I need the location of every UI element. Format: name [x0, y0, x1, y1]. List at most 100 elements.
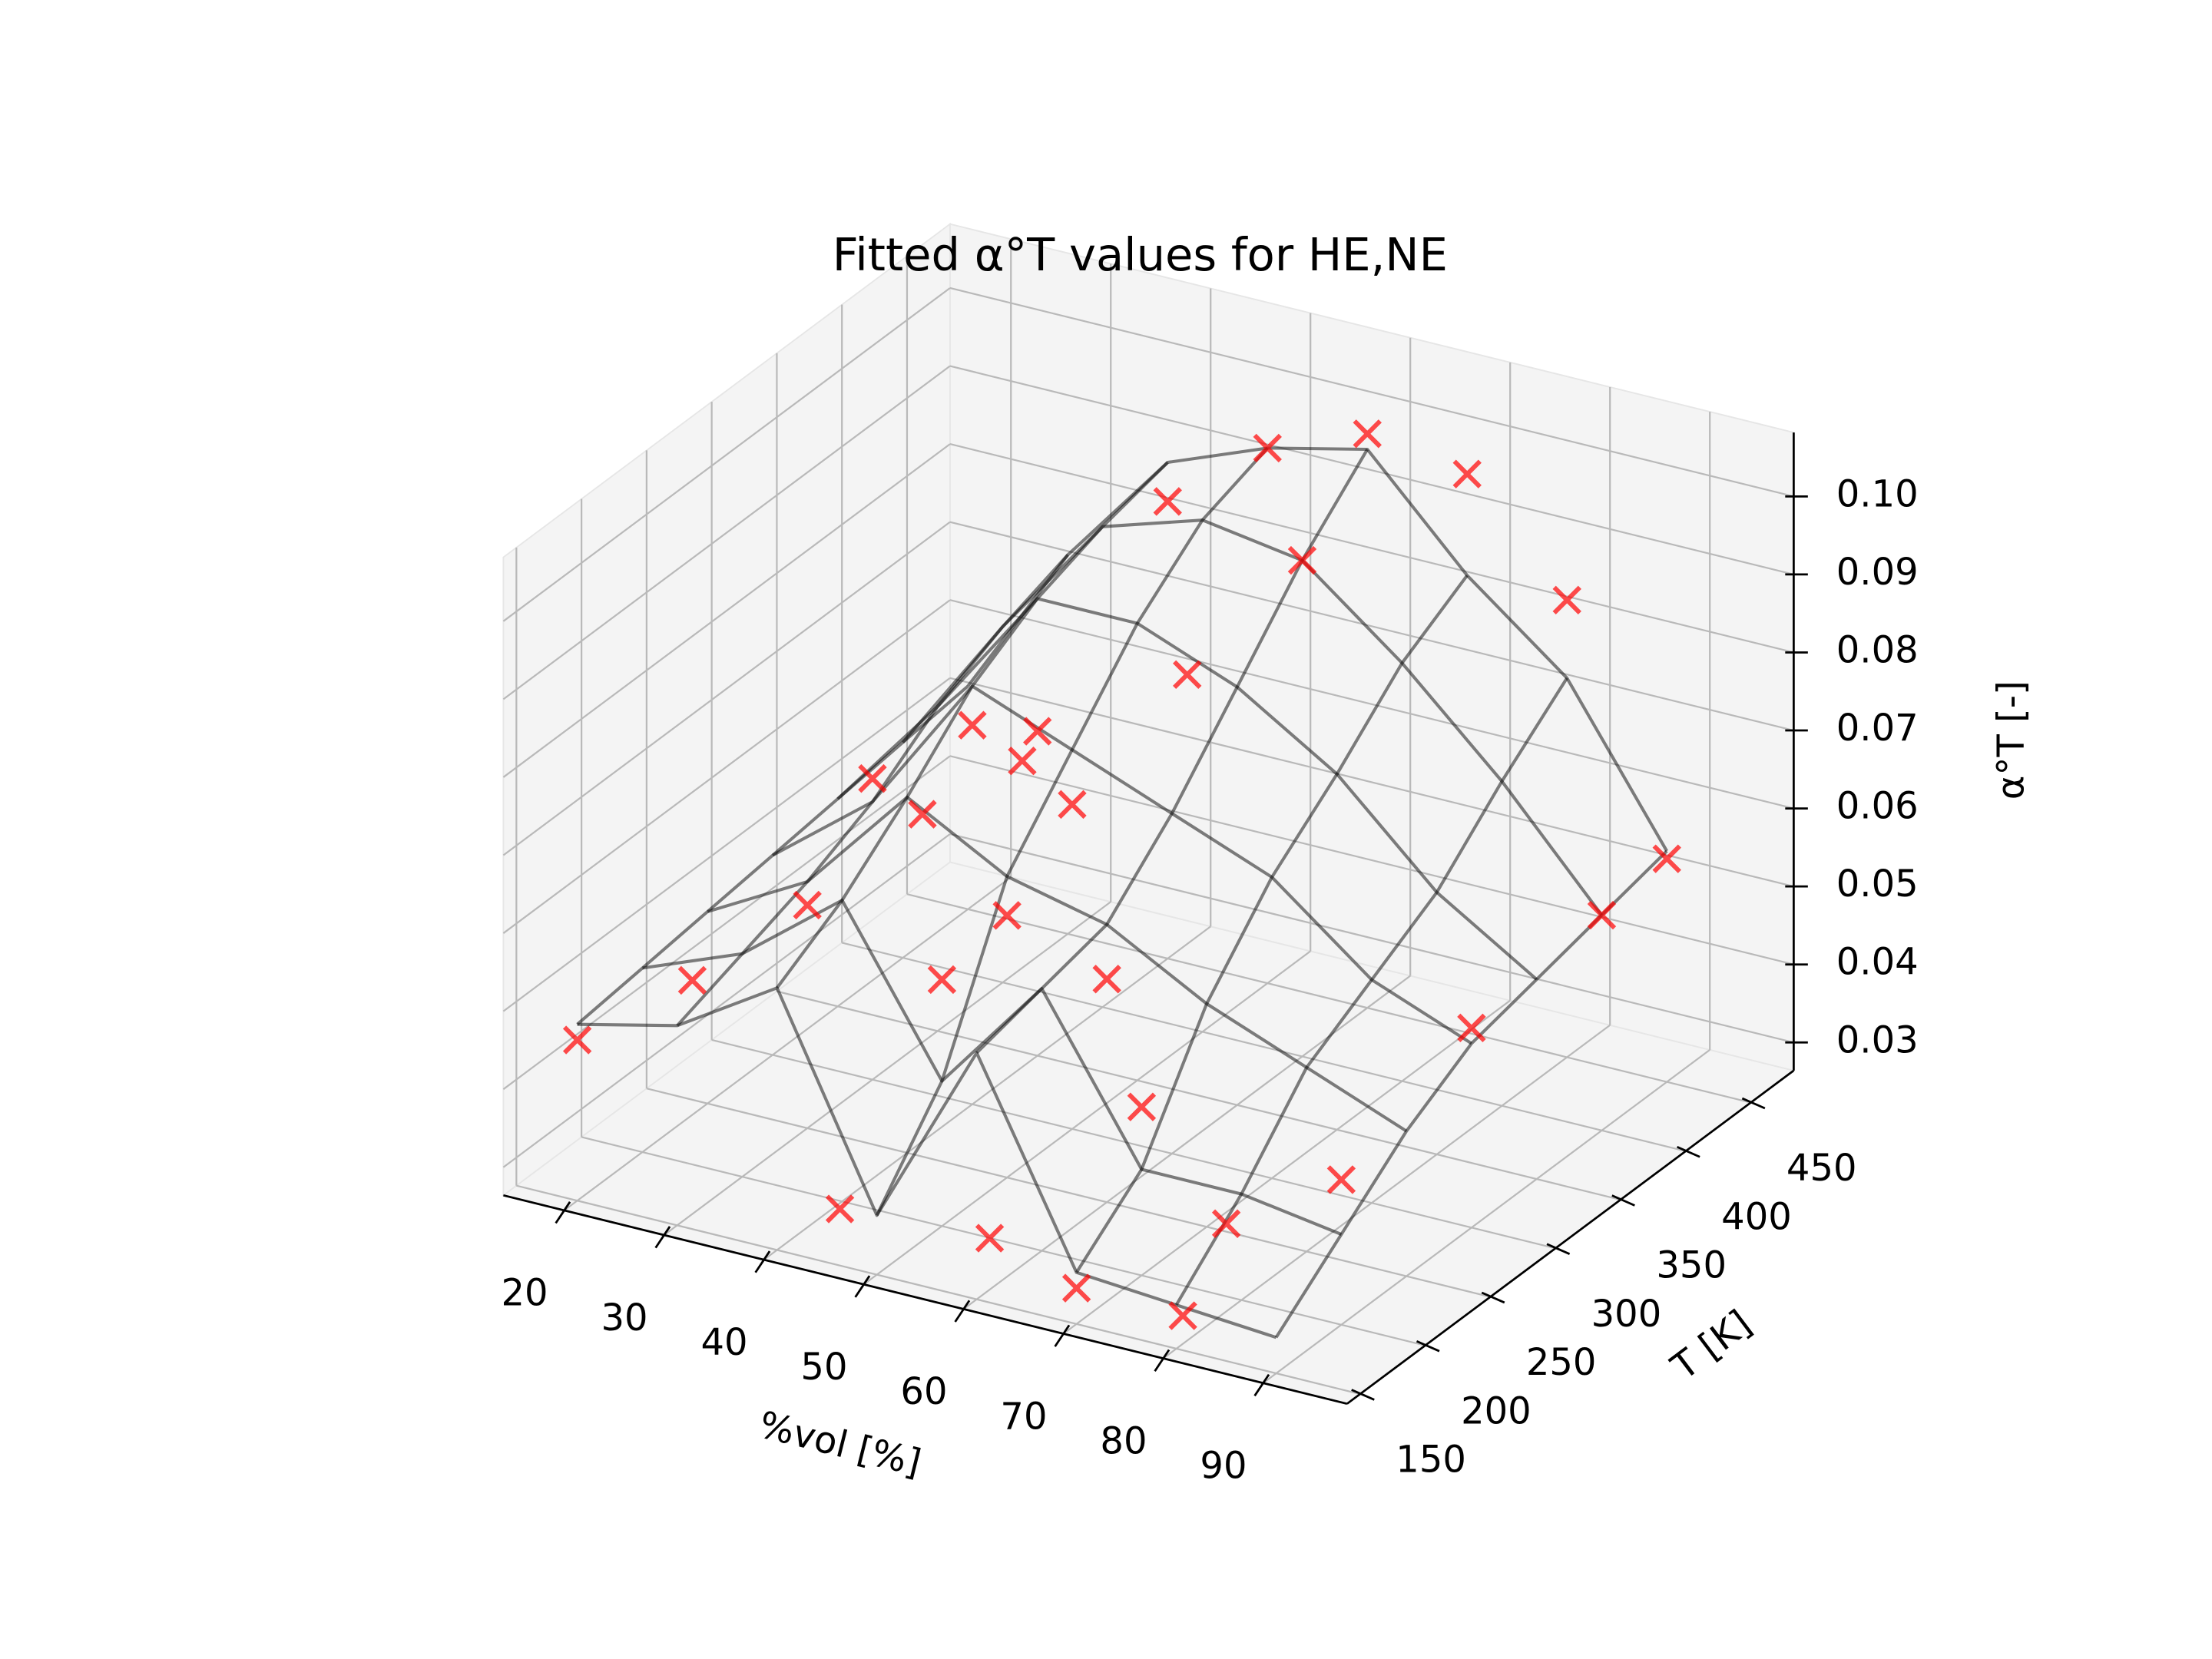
axes: 20 30 40 50 60 70 80 90 150 200 250 300 350 400 450 0.0…	[501, 432, 1919, 1487]
y-tick	[1481, 1291, 1505, 1304]
x-tick-label: 20	[501, 1272, 548, 1315]
grid-line	[502, 443, 951, 778]
scatter-point	[1287, 545, 1317, 575]
grid-line	[777, 990, 1621, 1201]
grid-line	[516, 1184, 1361, 1396]
x-tick	[754, 1250, 771, 1273]
wire-column	[776, 461, 1169, 989]
y-tick-label: 450	[1786, 1147, 1857, 1190]
wire-row	[772, 684, 1473, 1045]
scatter-point	[1092, 965, 1121, 994]
points	[562, 419, 1681, 1330]
grid-line	[502, 599, 951, 934]
scatter-point	[1652, 844, 1681, 873]
scatter-point	[793, 890, 822, 920]
x-tick	[854, 1275, 871, 1298]
z-tick-label: 0.04	[1836, 941, 1919, 984]
scatter-point	[927, 965, 957, 995]
z-tick-label: 0.05	[1836, 863, 1919, 906]
scatter-point	[1058, 790, 1087, 820]
scatter-point	[1587, 900, 1617, 930]
grid-line	[763, 926, 1211, 1261]
x-tick	[954, 1300, 971, 1323]
grid-line	[906, 893, 1751, 1104]
grid	[502, 239, 1794, 1396]
x-tick	[654, 1226, 671, 1249]
scatter-point	[1008, 746, 1037, 776]
grid-line	[664, 901, 1111, 1236]
scatter-point	[908, 800, 937, 829]
x-tick	[1253, 1373, 1270, 1397]
grid-line	[502, 287, 951, 622]
scatter-point	[1253, 433, 1282, 463]
scatter-point	[1061, 1273, 1091, 1303]
y-tick-label: 300	[1591, 1293, 1662, 1336]
wire-column	[1075, 574, 1469, 1273]
y-tick-label: 400	[1721, 1195, 1792, 1238]
wire-row	[642, 899, 1343, 1236]
grid-line	[949, 443, 1794, 654]
panes	[502, 222, 1796, 1405]
grid-line	[949, 286, 1794, 498]
x-axis-line	[503, 1194, 1348, 1406]
y-axis-line	[1346, 1069, 1795, 1405]
grid-line	[502, 755, 951, 1091]
y-tick-label: 350	[1656, 1244, 1727, 1287]
grid-line	[581, 1136, 1426, 1346]
grid-line	[841, 942, 1686, 1152]
x-tick-label: 50	[800, 1346, 847, 1389]
grid-line	[1162, 1024, 1611, 1359]
scatter-point	[1457, 1013, 1486, 1043]
x-tick-label: 40	[700, 1321, 747, 1364]
x-tick-label: 80	[1100, 1419, 1147, 1462]
x-tick	[1054, 1324, 1071, 1347]
scatter-point	[1127, 1092, 1157, 1121]
grid-line	[949, 521, 1794, 732]
y-tick	[1416, 1339, 1440, 1353]
y-axis-label: T [K]	[1663, 1302, 1759, 1389]
z-tick-label: 0.08	[1836, 628, 1919, 671]
grid-line	[1062, 999, 1511, 1335]
grid-line	[564, 876, 1012, 1211]
wire-column	[1174, 677, 1568, 1306]
grid-line	[502, 677, 951, 1012]
y-tick	[1677, 1146, 1700, 1158]
scatter-point	[825, 1194, 855, 1224]
grid-line	[949, 599, 1794, 810]
grid-line	[963, 975, 1411, 1310]
scatter-point	[1168, 1301, 1197, 1330]
z-tick-label: 0.06	[1836, 785, 1919, 828]
scatter-point	[1211, 1209, 1241, 1238]
y-tick	[1611, 1194, 1635, 1207]
x-tick	[1154, 1349, 1171, 1372]
grid-line	[646, 1088, 1491, 1298]
scatter-point	[1353, 419, 1382, 449]
x-tick-label: 90	[1200, 1444, 1247, 1487]
y-tick	[1741, 1097, 1766, 1110]
z-tick-label: 0.10	[1836, 472, 1919, 515]
wire-row	[707, 795, 1408, 1133]
x-tick-label: 60	[900, 1370, 947, 1413]
grid-line	[502, 365, 951, 700]
scatter-point	[1023, 717, 1052, 746]
scatter-point	[958, 710, 987, 740]
scatter-point	[562, 1025, 592, 1055]
grid-line	[711, 1038, 1556, 1250]
wire-row	[577, 986, 1277, 1339]
scatter-point	[992, 901, 1022, 930]
x-tick	[555, 1201, 571, 1224]
y-tick	[1546, 1243, 1571, 1255]
scatter-point	[1552, 585, 1581, 615]
z-tick-label: 0.09	[1836, 551, 1919, 594]
z-tick-label: 0.07	[1836, 707, 1919, 750]
y-tick-label: 250	[1526, 1341, 1597, 1384]
grid-line	[502, 521, 951, 856]
grid-line	[1262, 1048, 1710, 1384]
y-tick	[1351, 1389, 1375, 1401]
wire-column	[875, 447, 1269, 1217]
scatter-point	[677, 965, 707, 995]
z-tick-label: 0.03	[1836, 1018, 1919, 1061]
chart-title: Fitted α°T values for HE,NE	[833, 228, 1448, 281]
wire-column	[576, 684, 969, 1026]
